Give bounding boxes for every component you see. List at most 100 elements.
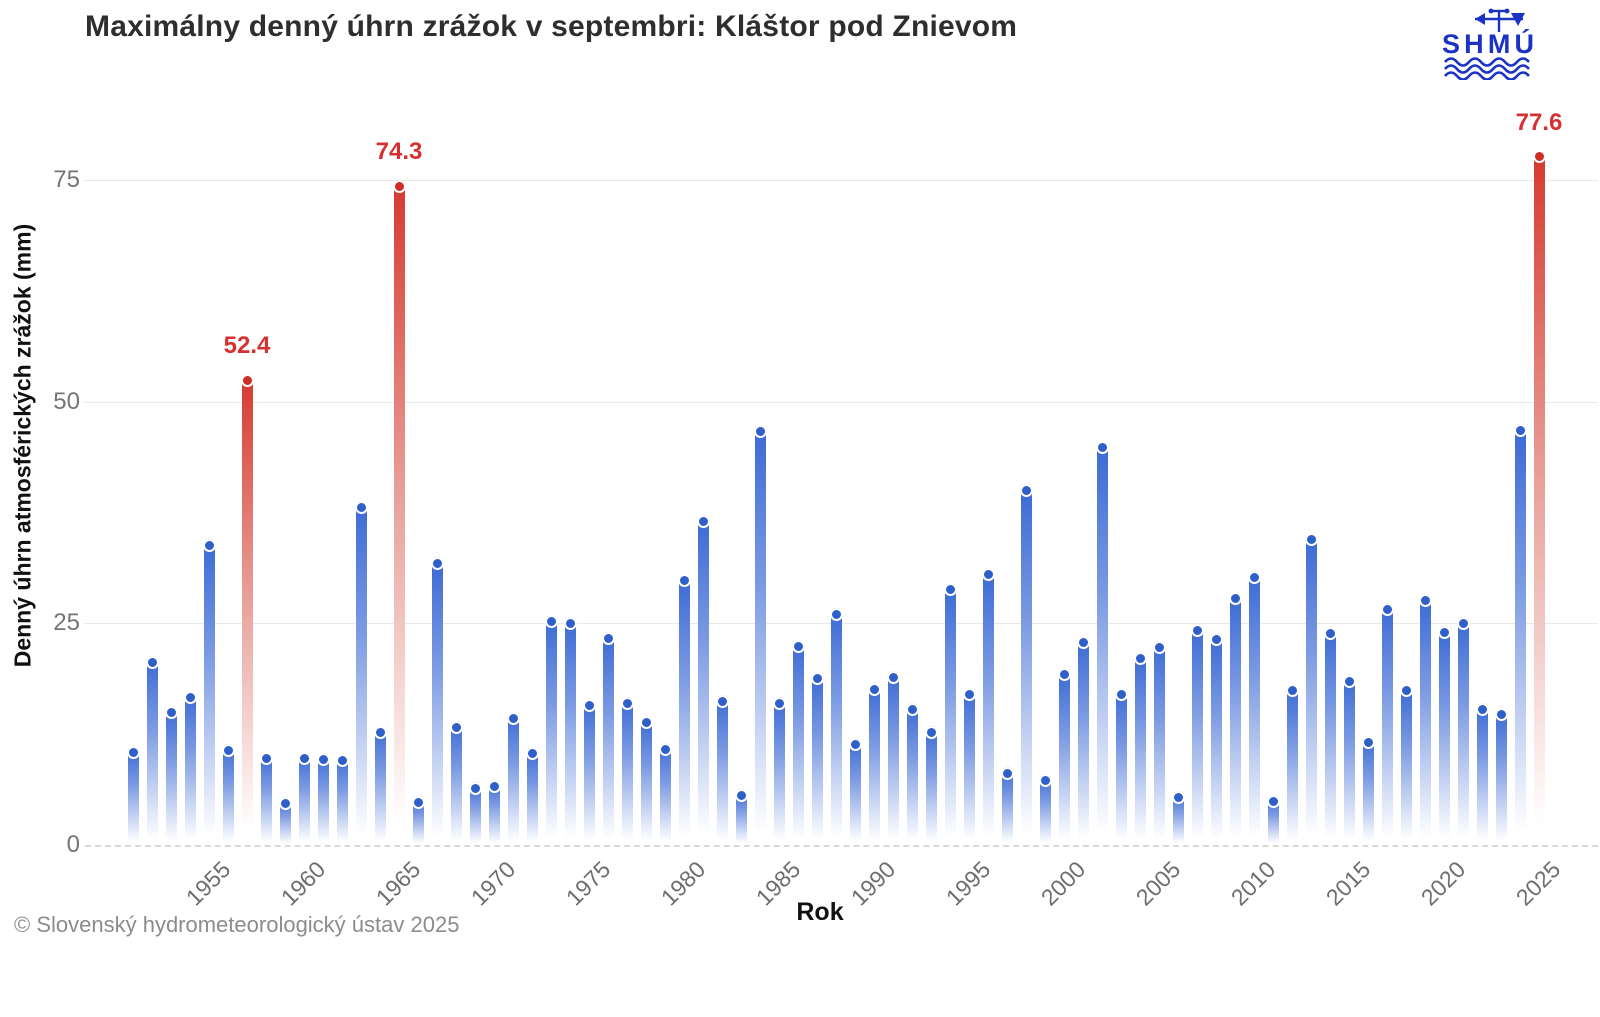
bar-marker-1973: [544, 615, 558, 629]
bar-1995: [963, 688, 975, 845]
bar-marker-1971: [506, 711, 520, 725]
bar-2004: [1134, 652, 1146, 845]
bar-2018: [1400, 684, 1412, 845]
bar-1981: [697, 515, 709, 845]
bar-1963: [355, 501, 367, 845]
y-tick-label: 25: [53, 609, 80, 637]
bar-1973: [545, 615, 557, 845]
bar-1984: [754, 425, 766, 845]
bar-2010: [1248, 571, 1260, 845]
bar-marker-1954: [183, 691, 197, 705]
bar-2014: [1324, 627, 1336, 845]
bar-1974: [564, 617, 576, 845]
bar-1983: [735, 789, 747, 845]
bar-marker-1997: [1000, 766, 1014, 780]
bar-1989: [849, 738, 861, 845]
bar-marker-1955: [202, 538, 216, 552]
bar-marker-2023: [1494, 708, 1508, 722]
bar-marker-1976: [601, 631, 615, 645]
bar-2009: [1229, 592, 1241, 845]
bar-2022: [1476, 703, 1488, 845]
bar-marker-1979: [658, 742, 672, 756]
bar-2005: [1153, 641, 1165, 845]
bar-1956: [222, 744, 234, 845]
bar-marker-2020: [1437, 625, 1451, 639]
bar-1968: [450, 721, 462, 845]
bar-1977: [621, 697, 633, 845]
bar-marker-1959: [278, 796, 292, 810]
x-axis-title: Rok: [796, 898, 844, 926]
bar-marker-1974: [563, 616, 577, 630]
bar-2019: [1419, 594, 1431, 845]
bar-1967: [431, 557, 443, 845]
bar-2013: [1305, 533, 1317, 845]
gridline-25: [85, 623, 1598, 625]
bar-marker-1965: [392, 179, 406, 193]
bar-1987: [811, 672, 823, 845]
bar-2001: [1077, 636, 1089, 845]
bar-1955: [203, 539, 215, 845]
bar-marker-1998: [1019, 483, 1033, 497]
bar-1994: [944, 583, 956, 845]
bar-1971: [507, 712, 519, 845]
bar-1965: [393, 180, 405, 845]
bar-1964: [374, 726, 386, 845]
bar-marker-2000: [1057, 668, 1071, 682]
bar-marker-1981: [696, 514, 710, 528]
bar-marker-1960: [297, 752, 311, 766]
bar-marker-1986: [791, 639, 805, 653]
logo-text: SHMÚ: [1442, 28, 1534, 59]
bar-marker-1983: [734, 788, 748, 802]
y-tick-label: 75: [53, 165, 80, 193]
bar-marker-1968: [449, 720, 463, 734]
bar-1997: [1001, 767, 1013, 845]
bar-marker-2012: [1285, 684, 1299, 698]
bar-marker-1996: [981, 568, 995, 582]
bar-marker-2016: [1361, 735, 1375, 749]
bar-marker-2015: [1342, 675, 1356, 689]
weather-vane-shapes: [1475, 8, 1525, 26]
bar-1954: [184, 691, 196, 845]
bar-1953: [165, 706, 177, 845]
bar-1998: [1020, 484, 1032, 845]
bar-marker-2019: [1418, 593, 1432, 607]
bar-marker-1972: [525, 747, 539, 761]
bar-1972: [526, 747, 538, 845]
bar-marker-1952: [145, 655, 159, 669]
bar-1969: [469, 782, 481, 845]
bar-2007: [1191, 624, 1203, 845]
bar-marker-2006: [1171, 790, 1185, 804]
bar-marker-2025: [1532, 150, 1546, 164]
chart-title: Maximálny denný úhrn zrážok v septembri:…: [85, 10, 1018, 43]
gridline-75: [85, 179, 1598, 181]
zero-baseline: [85, 845, 1598, 847]
bar-marker-1967: [430, 556, 444, 570]
bar-1952: [146, 656, 158, 845]
bar-1962: [336, 754, 348, 845]
bar-1957: [241, 374, 253, 845]
bar-marker-1958: [259, 752, 273, 766]
bar-marker-1993: [924, 725, 938, 739]
bar-1996: [982, 568, 994, 845]
bar-marker-2002: [1095, 441, 1109, 455]
bar-value-label-1957: 52.4: [223, 332, 271, 360]
bar-2000: [1058, 668, 1070, 845]
bar-marker-2021: [1456, 616, 1470, 630]
bar-marker-1951: [126, 746, 140, 760]
bar-1959: [279, 797, 291, 845]
bar-marker-2011: [1266, 795, 1280, 809]
bar-1975: [583, 699, 595, 845]
bar-1958: [260, 752, 272, 845]
bar-1992: [906, 703, 918, 845]
bar-marker-2001: [1076, 636, 1090, 650]
bar-marker-2008: [1209, 632, 1223, 646]
bar-1978: [640, 716, 652, 845]
bar-2011: [1267, 795, 1279, 845]
bar-marker-1962: [335, 754, 349, 768]
bar-marker-1980: [677, 574, 691, 588]
bar-marker-1990: [867, 683, 881, 697]
bar-marker-1988: [829, 607, 843, 621]
bar-marker-1987: [810, 671, 824, 685]
bar-marker-1956: [221, 743, 235, 757]
bar-marker-2018: [1399, 684, 1413, 698]
